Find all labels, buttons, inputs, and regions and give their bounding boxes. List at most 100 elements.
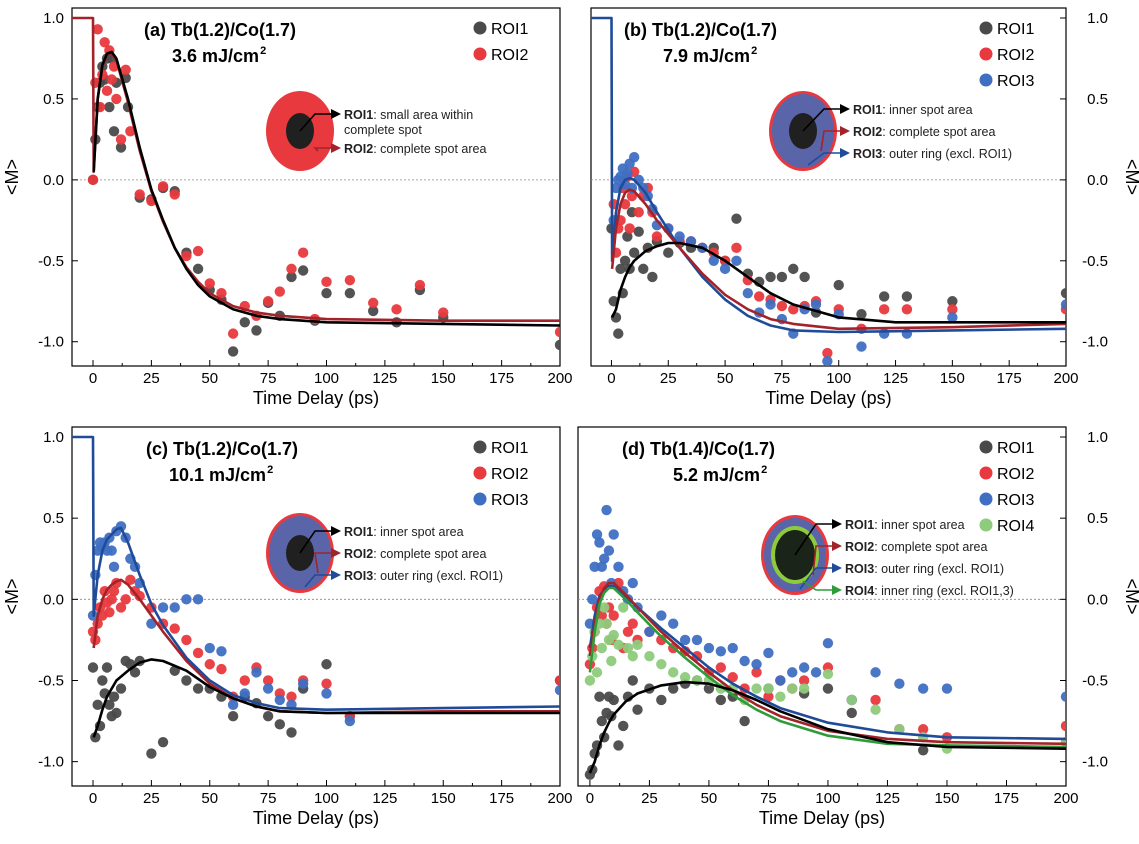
data-point-roi1 — [947, 296, 958, 307]
data-point-roi2 — [414, 279, 426, 291]
x-tick-label: 125 — [372, 790, 397, 807]
x-tick-label: 125 — [883, 370, 908, 387]
data-point-roi4 — [584, 675, 596, 686]
data-point-roi2 — [192, 647, 204, 659]
data-point-roi4 — [627, 650, 638, 662]
series-roi4 — [584, 602, 1066, 754]
x-tick-label: 175 — [489, 790, 514, 807]
data-point-roi4 — [644, 650, 655, 662]
annotation-arrowhead — [331, 570, 341, 580]
fit-curve-roi3 — [591, 16, 1066, 334]
data-point-roi3 — [157, 602, 169, 613]
data-point-roi2 — [134, 189, 145, 200]
x-tick-label: 75 — [774, 370, 791, 387]
data-point-roi4 — [763, 683, 774, 694]
series-roi1 — [87, 53, 560, 357]
annotation-text: ROI1: inner spot area — [845, 518, 965, 532]
panel-a: 0 25 50 75 100 125 150 175 200 1.0 0.5 0.0 -0.5 -1.0 T… — [2, 7, 573, 408]
x-tick-label: 150 — [940, 370, 965, 387]
y-tick-label: 0.0 — [1087, 591, 1108, 608]
annotation-arrow — [313, 147, 335, 152]
legend-marker-roi4 — [979, 518, 993, 532]
legend-label-roi3: ROI3 — [491, 492, 528, 509]
data-point-roi2 — [239, 675, 250, 686]
data-point-roi2 — [286, 691, 297, 702]
y-tick-label: -1.0 — [1082, 754, 1108, 771]
x-tick-label: 25 — [143, 370, 160, 387]
data-point-roi3 — [719, 263, 731, 275]
plot-frame — [577, 426, 1067, 787]
data-point-roi1 — [822, 683, 834, 694]
panel-title: (b) Tb(1.2)/Co(1.7) — [624, 20, 777, 40]
annotation-description: : inner spot area — [882, 103, 972, 117]
data-point-roi4 — [622, 642, 634, 654]
annotation-arrow — [802, 580, 836, 591]
annotation-arrow — [807, 152, 844, 166]
y-tick-label: 0.5 — [43, 510, 64, 527]
legend-label-roi1: ROI1 — [997, 440, 1034, 457]
data-point-roi3 — [763, 647, 774, 659]
data-point-roi1 — [92, 699, 103, 711]
legend-marker-roi3 — [979, 492, 993, 506]
data-point-roi4 — [679, 672, 691, 683]
annotation-text: ROI3: outer ring (excl. ROI1) — [845, 562, 1004, 576]
data-point-roi2 — [622, 626, 634, 637]
x-tick-label: 75 — [260, 370, 277, 387]
data-point-roi1 — [703, 683, 715, 694]
data-point-roi1 — [97, 675, 108, 686]
x-axis-label: Time Delay (ps) — [253, 388, 379, 408]
data-point-roi2 — [633, 207, 644, 218]
data-point-roi1 — [227, 346, 239, 357]
x-tick-label: 50 — [717, 370, 734, 387]
data-point-roi1 — [647, 271, 658, 283]
annotation-text-line2: complete spot — [344, 123, 422, 137]
data-point-roi1 — [878, 291, 890, 302]
data-point-roi3 — [742, 287, 754, 299]
y-axis-label: <M> — [2, 159, 22, 195]
data-point-roi3 — [239, 688, 250, 699]
data-point-roi4 — [846, 694, 857, 706]
legend-marker-roi2 — [979, 466, 993, 480]
y-tick-label: -0.5 — [38, 253, 64, 270]
data-point-roi3 — [587, 594, 598, 605]
x-tick-label: 0 — [607, 370, 615, 387]
data-point-roi3 — [894, 678, 905, 689]
y-tick-label: 1.0 — [1087, 10, 1108, 27]
annotation-text: ROI2: complete spot area — [853, 125, 995, 139]
data-point-roi3 — [856, 341, 867, 352]
data-point-roi1 — [788, 263, 799, 275]
fit-curve-roi1 — [92, 658, 560, 738]
annotation-description: : small area within — [373, 108, 473, 122]
data-point-roi1 — [619, 255, 631, 266]
data-point-roi2 — [120, 64, 131, 75]
data-point-roi2 — [227, 328, 239, 339]
series-roi1 — [606, 207, 1066, 339]
annotation-arrow — [794, 523, 836, 556]
legend: ROI1 ROI2 ROI3 — [473, 440, 528, 509]
annotation-description: : outer ring (excl. ROI1) — [373, 569, 503, 583]
annotation-description: : inner spot area — [373, 525, 463, 539]
data-point-roi3 — [751, 659, 762, 670]
data-point-roi1 — [297, 265, 309, 276]
annotation-roi-name: ROI4 — [845, 584, 874, 598]
x-tick-label: 100 — [314, 370, 339, 387]
annotation-roi-name: ROI1 — [845, 518, 874, 532]
annotation-text: ROI1: inner spot area — [344, 525, 464, 539]
x-tick-label: 150 — [934, 790, 959, 807]
annotation-roi-name: ROI3 — [344, 569, 373, 583]
data-point-roi1 — [368, 305, 379, 317]
legend: ROI1 ROI2 ROI3 ROI4 — [979, 440, 1034, 535]
y-tick-label: 0.0 — [43, 172, 64, 189]
annotation-description: : inner ring (excl. ROI1,3) — [874, 584, 1014, 598]
data-point-roi3 — [731, 255, 742, 266]
data-point-roi3 — [596, 561, 608, 573]
data-point-roi4 — [656, 659, 667, 670]
data-point-roi2 — [262, 675, 274, 686]
data-point-roi2 — [262, 296, 274, 307]
data-point-roi2 — [181, 250, 192, 262]
annotation-roi-name: ROI2 — [845, 540, 874, 554]
data-point-roi1 — [622, 231, 633, 242]
data-point-roi3 — [603, 545, 615, 556]
y-tick-label: 0.0 — [1087, 172, 1108, 189]
legend-label-roi4: ROI4 — [997, 518, 1034, 535]
